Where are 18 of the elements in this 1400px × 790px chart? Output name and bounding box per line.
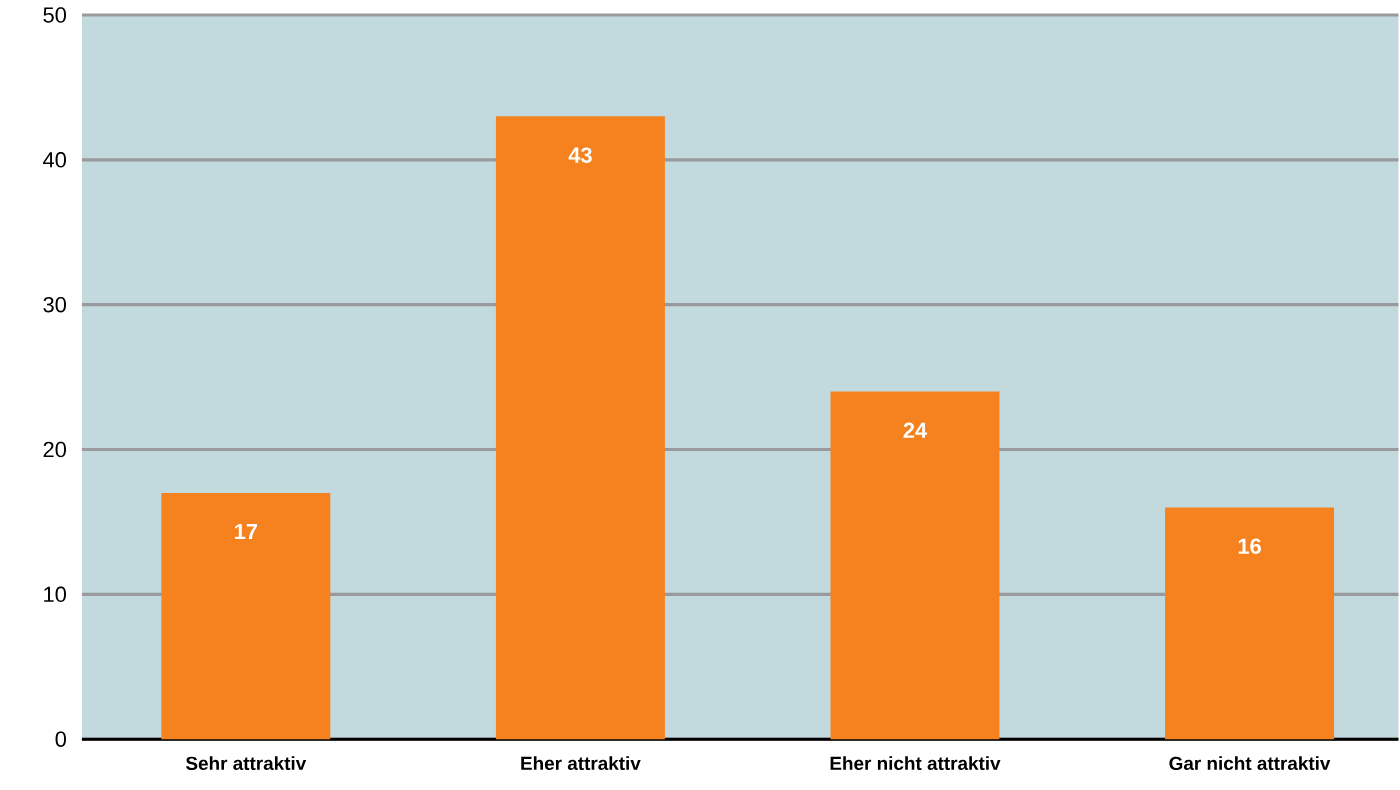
x-tick-label: Sehr attraktiv	[185, 756, 307, 771]
data-label: 43	[568, 147, 592, 163]
bar	[1165, 507, 1335, 740]
x-tick-label: Eher nicht attraktiv	[830, 756, 1001, 771]
data-label: 16	[1238, 538, 1261, 554]
y-tick-label: 50	[43, 7, 67, 23]
bar	[495, 116, 665, 740]
bar	[161, 492, 331, 740]
y-tick-label: 0	[55, 731, 67, 747]
data-label: 24	[903, 422, 928, 438]
data-label: 17	[235, 523, 258, 539]
y-tick-label: 40	[43, 152, 67, 168]
y-tick-label: 30	[43, 296, 67, 313]
x-tick-label: Eher attraktiv	[521, 756, 641, 771]
y-tick-label: 10	[44, 586, 67, 603]
y-tick-label: 20	[43, 441, 67, 458]
x-tick-label: Gar nicht attraktiv	[1169, 756, 1331, 771]
bar	[830, 391, 1000, 740]
